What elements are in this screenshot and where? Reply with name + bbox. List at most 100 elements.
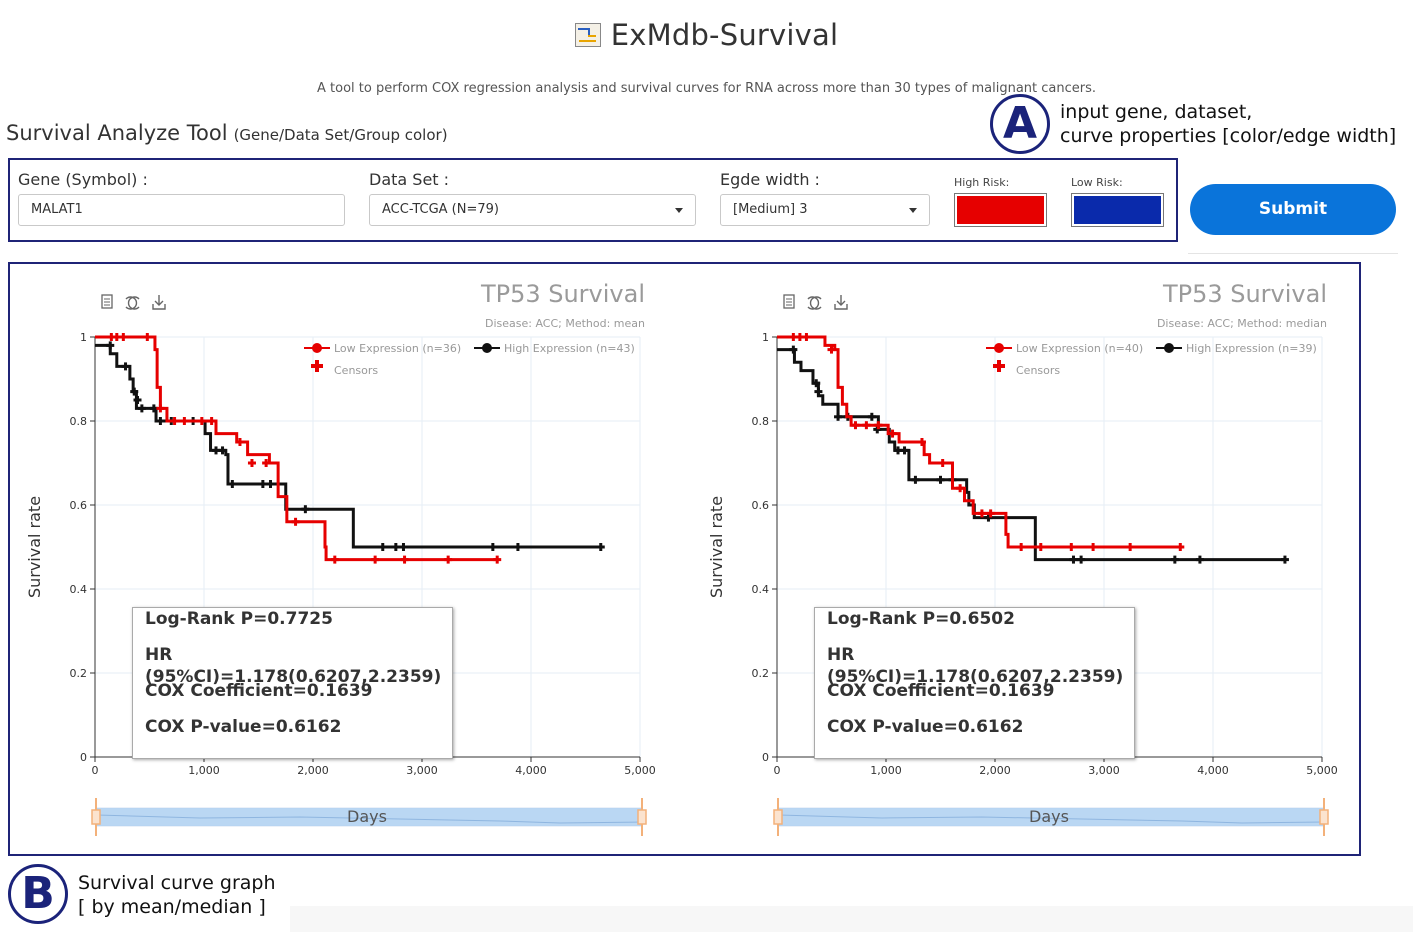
save-image-icon [834,295,848,310]
y-tick-label: 0.2 [752,667,770,680]
restore-icon-arc [809,296,822,310]
data-zoom-handle-grip [637,809,647,825]
legend-low-label: Low Expression (n=36) [334,342,461,355]
dataset-select[interactable]: ACC-TCGA (N=79) [369,194,696,226]
legend-censors-label: Censors [1016,364,1060,377]
data-zoom-handle-left [91,798,101,836]
legend-censor-marker-v [997,360,1001,372]
chart-logo-icon [574,23,601,47]
x-tick-label: 2,000 [979,764,1011,777]
data-zoom-preview-line [778,814,1325,824]
legend-low-marker [312,343,322,353]
low-expression-censor [986,509,995,518]
app-title: ExMdb-Survival [0,18,1413,52]
low-expression-censor [827,345,836,354]
low-expression-censor [371,555,380,564]
low-expression-censor [156,404,165,413]
low-risk-color-picker[interactable] [1071,193,1164,227]
low-expression-censor [291,517,300,526]
high-expression-censor [130,387,139,396]
low-expression-censor [1036,543,1045,551]
low-expression-censor [119,333,128,341]
app-title-text: ExMdb-Survival [610,18,839,52]
high-expression-censor [488,543,497,551]
high-expression-censor [1170,555,1179,564]
input-panel [8,158,1178,242]
edge-width-select[interactable]: [Medium] 3 [720,194,930,226]
data-zoom-slider: Days [773,798,1329,836]
stats-line: COX Coefficient=0.1639 [827,681,1055,701]
legend-censor-marker [311,360,323,372]
legend-censor-marker [993,360,1005,372]
high-expression-censor [789,345,798,354]
high-expression-censor [391,543,400,551]
save-image-icon-arrow [836,300,846,306]
legend-low-label: Low Expression (n=40) [1016,342,1143,355]
legend: Low Expression (n=40) High Expression (n=… [986,342,1317,377]
high-risk-color-picker[interactable] [954,193,1047,227]
high-expression-censor [266,480,275,488]
submit-button[interactable]: Submit [1190,184,1396,235]
data-view-icon [783,294,795,309]
stats-line: Log-Rank P=0.7725 [145,609,333,629]
restore-icon-arc [807,296,820,310]
high-expression-censor [301,505,310,514]
annotation-b-line1: Survival curve graph [78,872,276,894]
y-tick-label: 0.8 [752,415,770,428]
low-expression-censor [917,438,926,446]
data-view-icon [101,294,113,309]
tool-title-text: Survival Analyze Tool [6,121,228,145]
footer-strip [290,906,1413,932]
stats-line: COX P-value=0.6162 [145,717,342,737]
high-expression-censor [596,543,605,551]
restore-icon-arc [125,296,138,310]
save-image-icon [152,295,166,310]
survival-graph-panel [8,262,1361,856]
x-tick-label: 3,000 [1088,764,1120,777]
restore-icon-arc [127,296,140,310]
gene-input[interactable]: MALAT1 [18,194,345,226]
x-tick-label: 0 [774,764,781,777]
legend-high-label: High Expression (n=43) [504,342,635,355]
annotation-a-line1: input gene, dataset, [1060,101,1253,123]
tool-title-hint: (Gene/Data Set/Group color) [233,126,448,144]
stats-line: COX Coefficient=0.1639 [145,681,373,701]
y-tick-label: 0.6 [752,499,770,512]
legend-high-marker [1164,343,1174,353]
high-expression-censor [258,480,267,488]
chart-title: TP53 Survival [1162,280,1327,308]
data-zoom-handle-left [773,798,783,836]
low-expression-censor [235,438,244,446]
app-subtitle: A tool to perform COX regression analysi… [317,81,1096,96]
high-expression-censor [814,387,823,396]
high-expression-censor [218,446,227,455]
high-expression-censor [228,480,237,488]
legend-high-marker [482,343,492,353]
low-expression-censor [888,429,897,438]
high-expression-censor [1077,555,1086,564]
high-expression-censor [513,543,522,551]
low-expression-censor [247,459,256,467]
save-image-icon-arrow [154,300,164,306]
low-expression-censor [1017,543,1026,551]
x-tick-label: 1,000 [188,764,220,777]
data-zoom-handle-right [637,798,647,836]
x-tick-label: 2,000 [297,764,329,777]
low-expression-censor [493,555,502,564]
legend-low-marker [994,343,1004,353]
y-tick-label: 0.6 [70,499,88,512]
stats-box-mean: Log-Rank P=0.7725 HR (95%CI)=1.178(0.620… [132,607,453,759]
divider [1188,253,1398,254]
restore-icon [807,296,822,310]
high-expression-censor [936,475,945,484]
high-expression-censor [133,396,142,404]
x-axis-label: Days [1029,807,1069,826]
low-expression-censor [956,484,965,493]
annotation-b-line2: [ by mean/median ] [78,896,266,918]
dataset-select-value: ACC-TCGA (N=79) [382,202,499,217]
chart-subtitle: Disease: ACC; Method: mean [485,317,645,330]
high-expression-censor [1069,555,1078,564]
high-expression-censor [1280,555,1289,564]
y-tick-label: 0.8 [70,415,88,428]
stats-box-median: Log-Rank P=0.6502 HR (95%CI)=1.178(0.620… [814,607,1135,759]
